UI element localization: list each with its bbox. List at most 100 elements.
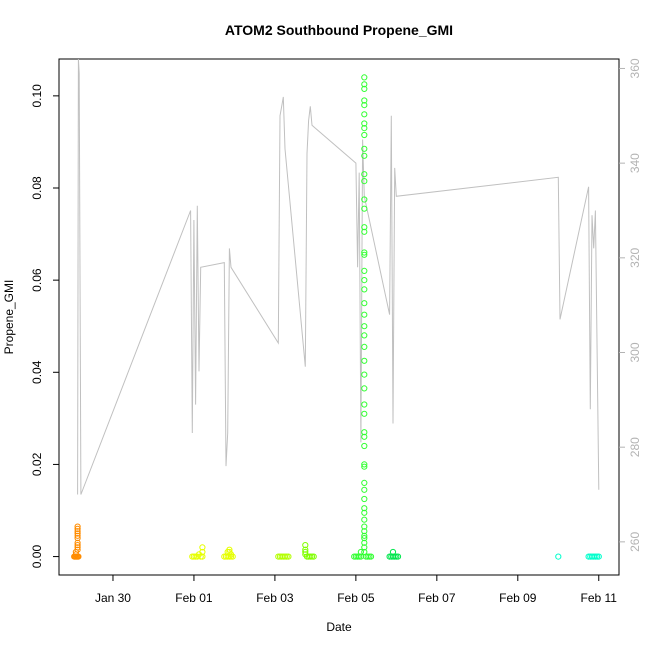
right-series-polyline — [77, 58, 600, 495]
data-point-s9-0 — [555, 553, 562, 560]
data-point-s0-1 — [74, 525, 81, 533]
y-tick-label-left-4: 0.08 — [30, 176, 44, 200]
y-tick-label-left-0: 0.00 — [30, 545, 44, 569]
data-point-s4-5 — [283, 553, 290, 560]
y-tick-label-right-4: 340 — [628, 153, 642, 173]
data-point-s0-3 — [74, 530, 81, 537]
data-point-s0-5 — [74, 535, 81, 542]
data-point-s7-15 — [361, 224, 368, 231]
data-point-s4-6 — [285, 553, 292, 560]
data-point-s6-6 — [364, 553, 371, 560]
x-tick-label-3: Feb 05 — [337, 591, 375, 605]
data-point-s7-11 — [361, 171, 368, 178]
data-point-s7-46 — [361, 535, 368, 542]
data-point-s7-48 — [361, 544, 368, 551]
x-tick-label-1: Feb 01 — [175, 591, 213, 605]
data-point-s7-30 — [361, 401, 368, 408]
data-point-s8-5 — [394, 553, 402, 560]
data-point-s3-9 — [226, 546, 233, 553]
data-point-s7-16 — [361, 228, 368, 235]
x-tick-label-0: Jan 30 — [95, 591, 131, 605]
data-point-s8-4 — [393, 553, 400, 560]
data-point-s7-14 — [361, 205, 368, 212]
data-point-s4-4 — [281, 553, 289, 560]
data-point-s5-1 — [302, 546, 309, 553]
x-tick-label-5: Feb 09 — [499, 591, 537, 605]
x-tick-label-6: Feb 11 — [581, 591, 618, 605]
x-axis: Jan 30 Feb 01 Feb 03 Feb 05 Feb 07 Feb 09 Feb … — [95, 575, 617, 605]
data-point-s7-10 — [361, 152, 368, 159]
data-point-s7-13 — [361, 196, 368, 203]
data-point-s7-6 — [361, 120, 368, 127]
data-point-s10-5 — [594, 553, 601, 560]
data-point-s7-1 — [361, 81, 368, 88]
y-axis-label: Propene_GMI — [2, 280, 16, 355]
data-point-s1-5 — [75, 553, 82, 560]
y-tick-label-right-1: 280 — [628, 437, 642, 457]
data-point-s10-6 — [595, 553, 602, 560]
data-point-s5-7 — [308, 553, 316, 560]
data-point-s7-3 — [361, 97, 368, 104]
data-point-s7-17 — [361, 249, 368, 256]
y-tick-label-left-5: 0.10 — [30, 84, 44, 108]
data-point-s7-4 — [361, 102, 368, 109]
data-point-s7-29 — [361, 385, 368, 392]
y-tick-label-right-3: 320 — [628, 247, 642, 267]
data-point-s7-25 — [361, 332, 368, 339]
plot-frame — [58, 58, 620, 576]
data-point-s7-43 — [361, 523, 368, 530]
data-point-s7-45 — [361, 532, 368, 539]
data-point-s7-41 — [361, 509, 368, 516]
data-point-s7-28 — [361, 371, 368, 378]
y-tick-label-right-0: 260 — [628, 532, 642, 552]
data-point-s7-32 — [361, 429, 368, 436]
y-tick-label-right-5: 360 — [628, 58, 642, 78]
data-points — [71, 74, 602, 560]
data-point-s6-9 — [357, 548, 364, 556]
chart-title: ATOM2 Southbound Propene_GMI — [225, 22, 453, 38]
data-point-s7-38 — [361, 486, 368, 493]
data-point-s7-35 — [361, 461, 368, 468]
data-point-s7-22 — [361, 300, 368, 307]
data-point-s7-7 — [361, 125, 368, 132]
data-point-s7-36 — [361, 463, 368, 470]
data-point-s7-40 — [361, 505, 368, 512]
data-point-s7-0 — [361, 74, 368, 81]
data-point-s7-34 — [361, 442, 368, 450]
data-point-s2-8 — [199, 544, 206, 551]
y-tick-label-left-1: 0.02 — [30, 452, 44, 476]
data-point-s0-0 — [74, 523, 81, 530]
data-point-s7-39 — [361, 495, 368, 503]
data-point-s2-7 — [199, 548, 206, 556]
data-point-s7-27 — [361, 357, 368, 364]
data-point-s7-9 — [361, 145, 368, 152]
y-tick-label-left-3: 0.06 — [30, 268, 44, 292]
y-tick-label-left-2: 0.04 — [30, 360, 44, 384]
data-point-s7-5 — [361, 111, 368, 118]
data-point-s7-37 — [361, 479, 368, 486]
data-point-s0-2 — [74, 528, 81, 535]
data-point-s0-6 — [74, 539, 81, 546]
data-point-s7-18 — [361, 251, 368, 258]
y-axis-left: 0.00 0.02 0.04 0.06 0.08 0.10 — [30, 84, 59, 568]
data-point-s7-47 — [361, 539, 368, 546]
data-point-s7-20 — [361, 277, 368, 284]
data-point-s0-4 — [74, 532, 81, 539]
y-axis-right: 260 280 300 320 340 360 — [619, 58, 642, 552]
data-point-s2-6 — [199, 553, 206, 560]
data-point-s7-23 — [361, 311, 368, 318]
data-point-s2-1 — [190, 553, 197, 560]
data-point-s0-7 — [74, 542, 81, 549]
data-point-s5-8 — [310, 553, 317, 560]
y-tick-label-right-2: 300 — [628, 342, 642, 362]
x-axis-label: Date — [326, 620, 352, 634]
data-point-s7-24 — [361, 323, 368, 330]
data-point-s7-19 — [361, 267, 368, 274]
data-point-s7-12 — [361, 178, 368, 185]
data-point-s7-2 — [361, 85, 368, 93]
data-point-s10-4 — [592, 553, 599, 560]
data-point-s5-0 — [302, 542, 309, 549]
x-tick-label-2: Feb 03 — [256, 591, 294, 605]
data-point-s7-44 — [361, 528, 368, 535]
